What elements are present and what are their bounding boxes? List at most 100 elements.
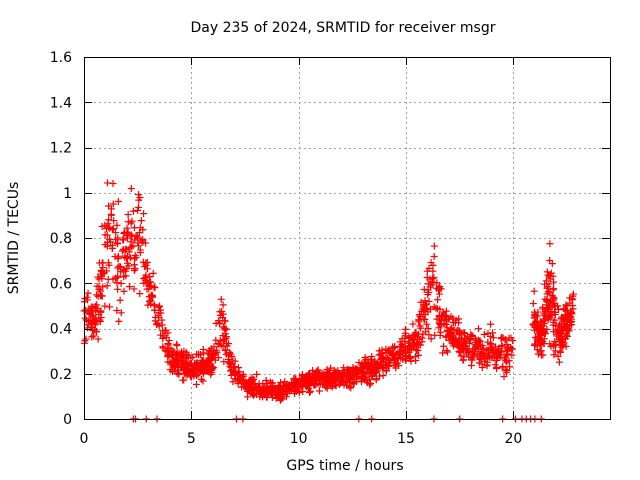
data-point — [420, 286, 428, 294]
data-point — [456, 344, 464, 352]
data-point — [99, 270, 107, 278]
data-point — [221, 346, 229, 354]
data-point — [550, 351, 558, 359]
data-point — [137, 217, 145, 225]
data-point — [558, 336, 566, 344]
y-tick-label: 0.2 — [50, 367, 72, 383]
data-point — [503, 347, 511, 355]
y-tick-label: 1 — [63, 186, 72, 202]
data-point — [259, 380, 267, 388]
data-point — [192, 380, 200, 388]
data-point — [480, 330, 488, 338]
data-point — [128, 232, 136, 240]
data-point — [107, 211, 115, 219]
data-point — [503, 341, 511, 349]
data-point — [262, 376, 270, 384]
y-tick-label: 0.8 — [50, 231, 72, 247]
data-point — [220, 358, 228, 366]
data-point — [425, 264, 433, 272]
data-point — [465, 353, 473, 361]
x-tick-label: 15 — [397, 431, 415, 447]
data-point — [96, 316, 104, 324]
data-point — [122, 272, 130, 280]
data-point — [151, 317, 159, 325]
data-point — [142, 271, 150, 279]
data-point — [121, 253, 129, 261]
data-point — [94, 292, 102, 300]
data-point — [462, 334, 470, 342]
data-point — [344, 366, 352, 374]
data-point — [126, 283, 134, 291]
data-point — [260, 384, 268, 392]
data-point — [292, 381, 300, 389]
data-point — [491, 361, 499, 369]
data-point — [98, 222, 106, 230]
data-point — [127, 184, 135, 192]
data-point — [560, 316, 568, 324]
data-point — [435, 290, 443, 298]
data-point — [367, 379, 375, 387]
data-point — [220, 323, 228, 331]
data-point — [141, 263, 149, 271]
data-point — [183, 350, 191, 358]
data-point — [149, 269, 157, 277]
data-point — [83, 324, 91, 332]
data-point — [91, 319, 99, 327]
data-point — [101, 302, 109, 310]
data-point — [244, 393, 252, 401]
data-point — [426, 305, 434, 313]
data-point — [268, 394, 276, 402]
data-point — [415, 351, 423, 359]
data-point — [155, 303, 163, 311]
data-point — [114, 197, 122, 205]
data-point — [354, 373, 362, 381]
data-point — [225, 359, 233, 367]
data-point — [423, 305, 431, 313]
data-point — [508, 351, 516, 359]
data-point — [235, 368, 243, 376]
data-point — [162, 334, 170, 342]
data-point — [432, 304, 440, 312]
data-point — [479, 352, 487, 360]
data-point — [489, 348, 497, 356]
data-point — [117, 309, 125, 317]
data-point — [447, 336, 455, 344]
data-point — [168, 366, 176, 374]
data-point — [391, 343, 399, 351]
data-point — [566, 314, 574, 322]
data-point — [418, 334, 426, 342]
data-point — [324, 375, 332, 383]
data-point — [332, 368, 340, 376]
data-point — [412, 346, 420, 354]
data-point — [230, 363, 238, 371]
data-point — [562, 335, 570, 343]
data-point — [205, 368, 213, 376]
data-point — [540, 319, 548, 327]
data-point — [212, 319, 220, 327]
data-point — [219, 301, 227, 309]
data-point — [539, 351, 547, 359]
data-point — [114, 285, 122, 293]
data-point — [305, 389, 313, 397]
data-point — [323, 365, 331, 373]
data-point — [225, 352, 233, 360]
data-point — [151, 284, 159, 292]
data-point — [455, 341, 463, 349]
data-point — [232, 375, 240, 383]
data-point — [248, 376, 256, 384]
data-point — [151, 302, 159, 310]
data-point — [241, 377, 249, 385]
data-point — [430, 242, 438, 250]
data-point — [193, 372, 201, 380]
y-tick-label: 1.2 — [50, 141, 72, 157]
data-point — [507, 345, 515, 353]
data-point — [232, 369, 240, 377]
data-point — [424, 325, 432, 333]
data-point — [134, 203, 142, 211]
data-point — [551, 341, 559, 349]
data-point — [109, 275, 117, 283]
data-point — [499, 362, 507, 370]
y-tick-label: 0 — [63, 412, 72, 428]
data-point — [242, 379, 250, 387]
data-point — [377, 356, 385, 364]
